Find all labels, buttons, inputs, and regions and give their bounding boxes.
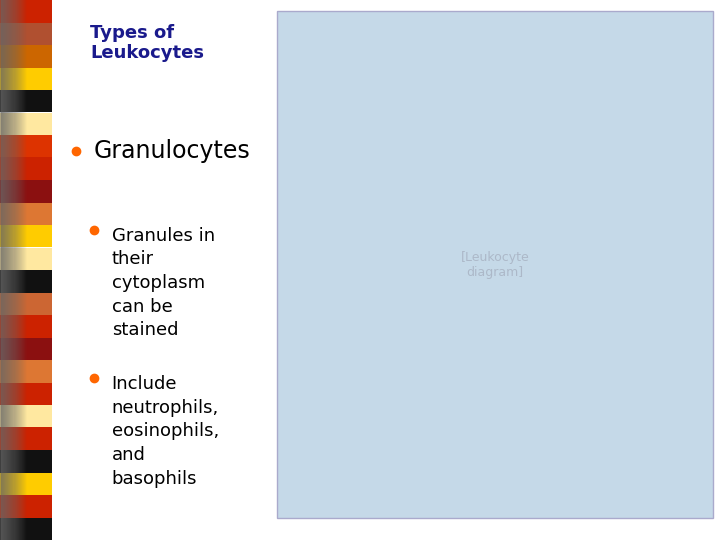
Bar [0,247,52,270]
Bar [16,0,17,540]
Bar [0,495,52,517]
Bar [7,0,9,540]
Bar [22,0,24,540]
Bar [19,0,22,540]
Bar [277,11,713,518]
Bar [5,0,7,540]
Bar [10,0,12,540]
Bar [17,0,19,540]
Bar [25,0,27,540]
Bar [23,0,25,540]
Bar [19,0,21,540]
Bar [14,0,16,540]
Text: Include
neutrophils,
eosinophils,
and
basophils: Include neutrophils, eosinophils, and ba… [112,375,219,488]
Bar [0,338,52,360]
Bar [0,180,52,202]
Text: Types of
Leukocytes: Types of Leukocytes [90,24,204,63]
Bar [0,202,52,225]
Bar [1,0,3,540]
Bar [12,0,14,540]
Bar [0,293,52,315]
Bar [0,450,52,472]
Bar [0,517,52,540]
Bar [0,225,52,247]
Bar [3,0,5,540]
Text: Granulocytes: Granulocytes [94,139,251,163]
Bar [0,405,52,428]
Text: Granules in
their
cytoplasm
can be
stained: Granules in their cytoplasm can be stain… [112,227,215,339]
Bar [0,135,52,158]
Bar [24,0,26,540]
Bar [14,0,17,540]
Bar [9,0,10,540]
Bar [17,0,19,540]
Bar [0,382,52,405]
Text: [Leukocyte
diagram]: [Leukocyte diagram] [461,251,529,279]
Bar [0,23,52,45]
Bar [0,472,52,495]
Bar [6,0,9,540]
Bar [0,270,52,293]
Bar [0,45,52,68]
Bar [12,0,14,540]
Bar [0,0,52,23]
Bar [4,0,6,540]
Bar [21,0,23,540]
Bar [0,68,52,90]
Bar [0,0,2,540]
Bar [9,0,12,540]
Bar [0,90,52,112]
Bar [277,11,713,518]
Bar [0,428,52,450]
Bar [0,158,52,180]
Bar [0,315,52,338]
Bar [0,360,52,382]
Bar [0,112,52,135]
Bar [2,0,4,540]
